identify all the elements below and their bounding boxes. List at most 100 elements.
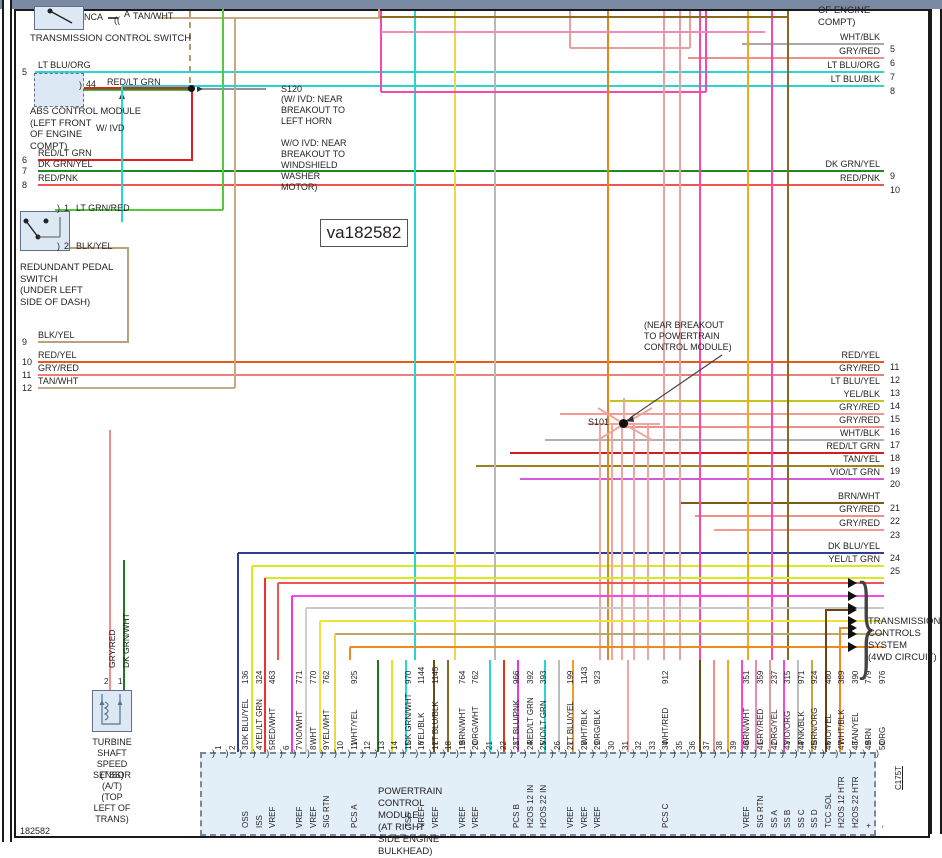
transmission-control-switch-box bbox=[34, 6, 84, 30]
diagram-border bbox=[14, 9, 930, 838]
pcm-circuit-number: 351 bbox=[742, 670, 752, 684]
pcm-pin-stub: ) bbox=[604, 748, 608, 758]
right-terminal-number: 14 bbox=[890, 401, 901, 411]
pcm-pin-number: 30 bbox=[606, 741, 616, 750]
tcs-wire-a-label: TAN/WHT bbox=[133, 11, 174, 21]
pcm-wire-color-label: YEL/BLK bbox=[417, 712, 427, 745]
window-chrome-band bbox=[0, 0, 942, 9]
pcm-pin-function: VREF bbox=[295, 806, 305, 828]
pcm-pin-function: VREF bbox=[308, 806, 318, 828]
right-terminal-number: 25 bbox=[890, 566, 901, 576]
pcm-pin-stub: ) bbox=[320, 748, 324, 758]
pcm-circuit-number: 923 bbox=[593, 670, 603, 684]
right-terminal-number: 11 bbox=[890, 362, 900, 372]
pcm-pin-stub: ) bbox=[686, 748, 690, 758]
left-terminal-number: 10 bbox=[22, 357, 33, 367]
left-terminal-label: BLK/YEL bbox=[38, 330, 75, 340]
right-terminal-label: LT BLU/ORG bbox=[827, 60, 880, 70]
tss-sensor-subtitle: (TSS) bbox=[100, 770, 124, 780]
right-terminal-number: 12 bbox=[890, 375, 901, 385]
pcm-pin-stub: ) bbox=[767, 748, 771, 758]
pcm-pin-number: 21 bbox=[485, 741, 494, 750]
pcm-pin-stub: ) bbox=[455, 748, 459, 758]
pcm-circuit-number: 912 bbox=[661, 670, 671, 684]
pcm-pin-stub: ) bbox=[510, 748, 514, 758]
pcm-wire-color-label: VIO/WHT bbox=[295, 710, 305, 745]
right-terminal-number: 6 bbox=[890, 58, 896, 68]
pcm-pin-function: TCC SOL bbox=[823, 793, 833, 828]
right-terminal-label: GRY/RED bbox=[839, 402, 880, 412]
pcm-pin-stub: ) bbox=[550, 748, 554, 758]
pcm-circuit-number: 1143 bbox=[579, 666, 589, 684]
pcm-pin-number: 37 bbox=[701, 741, 711, 750]
right-terminal-number: 9 bbox=[890, 171, 896, 181]
right-terminal-label: WHT/BLK bbox=[839, 32, 880, 42]
right-terminal-number: 15 bbox=[890, 414, 901, 424]
pcm-circuit-number: 136 bbox=[241, 670, 251, 684]
pcm-wire-color-label: WHT/BLK bbox=[579, 709, 589, 745]
right-terminal-label: RED/PNK bbox=[839, 173, 880, 183]
pcm-circuit-number: 924 bbox=[810, 670, 820, 684]
pcm-pin-stub: ) bbox=[754, 748, 757, 758]
rps-wire2-label: BLK/YEL bbox=[76, 241, 113, 251]
pcm-wire-color-label: PNK/BLK bbox=[796, 711, 806, 745]
pcm-pin-stub: ) bbox=[672, 748, 676, 758]
pcm-pin-function: H2OS 22 HTR bbox=[850, 776, 860, 828]
right-terminal-number: 21 bbox=[890, 503, 901, 513]
splice-s101-id: S101 bbox=[588, 417, 610, 427]
left-terminal-number: 6 bbox=[22, 155, 28, 165]
pcm-wire-color-label: BRN bbox=[864, 728, 874, 745]
pcm-pin-stub: ) bbox=[293, 748, 297, 758]
pcm-wire-color-label: ORG/BLK bbox=[593, 709, 603, 745]
pcm-circuit-number: 970 bbox=[403, 670, 413, 684]
pcm-wire-color-label: LT BLU/PNK bbox=[512, 699, 522, 745]
right-terminal-number: 13 bbox=[890, 388, 901, 398]
pcm-pin-number: 13 bbox=[376, 741, 386, 750]
left-terminal-number: 12 bbox=[22, 383, 33, 393]
pcm-pin-function: VREF bbox=[579, 806, 589, 828]
pcm-pin-number: 6 bbox=[281, 745, 291, 750]
pcm-circuit-number: 762 bbox=[471, 670, 481, 684]
pcm-pin-number: 1 bbox=[214, 745, 223, 750]
of-engine-compt-note: OF ENGINE COMPT) bbox=[818, 5, 871, 28]
pcm-pin-stub: ) bbox=[808, 748, 812, 758]
transmission-controls-brace: } bbox=[856, 557, 877, 690]
pcm-pin-function: H2OS 12 HTR bbox=[837, 776, 847, 828]
left-terminal-number: 5 bbox=[22, 67, 28, 77]
right-terminal-label: DK BLU/YEL bbox=[827, 541, 880, 551]
abs-control-module-title: ABS CONTROL MODULE (LEFT FRONT OF ENGINE… bbox=[30, 106, 142, 152]
pcm-pin-function: SIG RTN bbox=[756, 795, 765, 828]
right-terminal-label: VIO/LT GRN bbox=[829, 467, 880, 477]
pcm-pin-number: 38 bbox=[715, 741, 725, 750]
pcm-circuit-number: 971 bbox=[796, 670, 806, 684]
pcm-pin-number: 36 bbox=[688, 741, 698, 750]
abs-control-module-box bbox=[34, 73, 84, 107]
pcm-pin-function: ISS bbox=[254, 815, 264, 828]
transmission-controls-arrow bbox=[848, 642, 857, 652]
right-terminal-number: 10 bbox=[890, 185, 901, 195]
right-terminal-label: RED/YEL bbox=[841, 350, 880, 360]
pcm-circuit-number: 199 bbox=[566, 670, 576, 684]
pcm-wire-color-label: DK GRN/WHT bbox=[403, 693, 413, 745]
pcm-pin-number: 2 bbox=[227, 745, 237, 750]
pcm-pin-function: VREF bbox=[417, 806, 427, 828]
pcm-circuit-number: 392 bbox=[525, 670, 535, 684]
pcm-pin-stub: ) bbox=[401, 748, 405, 758]
pcm-pin-function: OSS bbox=[241, 811, 251, 828]
watermark-box: va182582 bbox=[320, 219, 408, 247]
splice-s120-id: S120 bbox=[281, 84, 303, 94]
right-terminal-label: YEL/LT GRN bbox=[828, 554, 880, 564]
tss-wire1-label: DK GRN/WHT bbox=[121, 613, 131, 668]
left-terminal-number: 7 bbox=[22, 166, 28, 176]
transmission-controls-arrow bbox=[848, 605, 857, 615]
pcm-pin-number: 9 bbox=[322, 745, 332, 750]
pcm-pin-function: PCS C bbox=[661, 803, 671, 828]
pcm-pin-function: VREF bbox=[430, 806, 440, 828]
pcm-pin-function: VREF bbox=[742, 806, 752, 828]
pcm-pin-stub: ) bbox=[875, 748, 879, 758]
pcm-pin-function: SS C bbox=[796, 809, 806, 828]
left-terminal-label: RED/PNK bbox=[38, 173, 79, 183]
tcs-pin-nca-label: NCA bbox=[84, 12, 104, 22]
transmission-controls-arrow bbox=[848, 616, 857, 626]
